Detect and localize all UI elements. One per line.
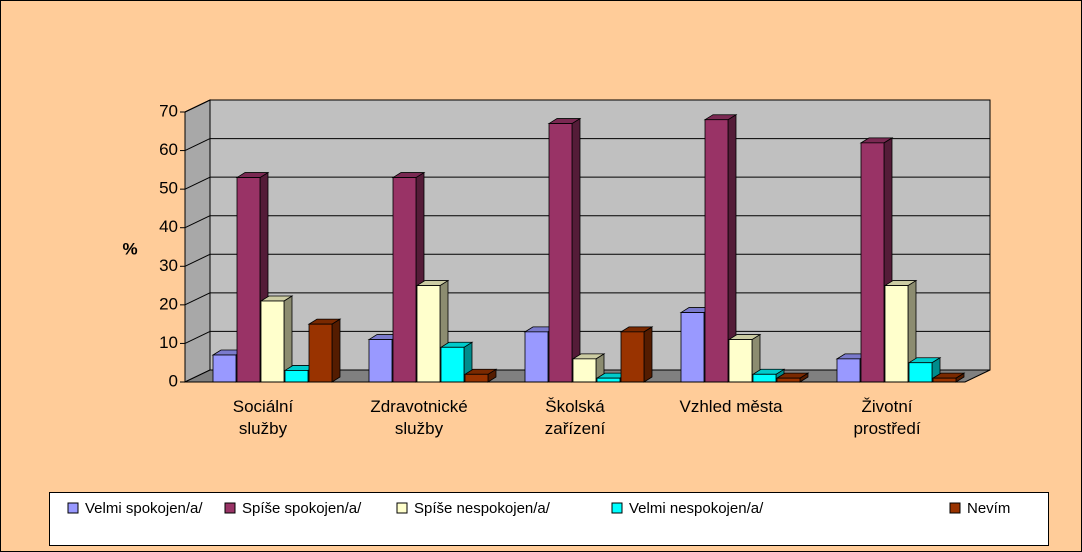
bar-front bbox=[776, 377, 801, 383]
bar bbox=[547, 117, 582, 383]
bar bbox=[727, 333, 762, 383]
bar-side bbox=[571, 117, 581, 383]
bar-front bbox=[728, 339, 753, 383]
y-tick-label: 50 bbox=[159, 179, 178, 198]
y-tick-label: 40 bbox=[159, 217, 178, 236]
legend-swatch bbox=[611, 502, 623, 514]
grid-line-side bbox=[184, 330, 211, 344]
y-tick-label: 70 bbox=[159, 101, 178, 120]
y-tick-label: 20 bbox=[159, 294, 178, 313]
bar-front bbox=[464, 373, 489, 383]
bar-front bbox=[752, 373, 777, 383]
bar-front bbox=[416, 285, 441, 383]
bar-side bbox=[643, 326, 653, 383]
bar-front bbox=[368, 339, 393, 383]
y-tick-label: 0 bbox=[169, 371, 178, 390]
legend-box bbox=[49, 492, 1049, 546]
bar-front bbox=[932, 377, 957, 383]
grid-line-side bbox=[184, 176, 211, 190]
bar-front bbox=[884, 285, 909, 383]
bar-front bbox=[260, 300, 285, 383]
x-tick-label: Zdravotnické služby bbox=[370, 397, 468, 438]
bar-front bbox=[836, 358, 861, 383]
bar-front bbox=[572, 358, 597, 383]
bar-front bbox=[680, 312, 705, 383]
y-axis-label: % bbox=[122, 239, 137, 258]
grid-line bbox=[184, 292, 990, 306]
bar-front bbox=[440, 346, 465, 383]
grid-line-side bbox=[184, 138, 211, 152]
x-tick-label: Vzhled města bbox=[679, 397, 783, 416]
bar-front bbox=[284, 370, 309, 383]
legend-label: Nevím bbox=[967, 500, 1010, 517]
y-tick-label: 10 bbox=[159, 333, 178, 352]
bar bbox=[259, 295, 294, 383]
bar-front bbox=[548, 123, 573, 383]
grid-line-side bbox=[184, 253, 211, 267]
grid-line bbox=[184, 253, 990, 267]
bar-front bbox=[308, 323, 333, 383]
bar-front bbox=[596, 377, 621, 383]
bar-front bbox=[860, 142, 885, 383]
bar-front bbox=[620, 331, 645, 383]
bar-front bbox=[236, 177, 261, 383]
grid-line bbox=[184, 176, 990, 190]
legend-label: Spíše spokojen/a/ bbox=[242, 500, 362, 517]
grid-line bbox=[184, 138, 990, 152]
bar bbox=[307, 318, 342, 383]
bar-side bbox=[331, 318, 341, 383]
y-tick-label: 30 bbox=[159, 256, 178, 275]
bar bbox=[619, 326, 654, 383]
bar-front bbox=[392, 177, 417, 383]
grid-line-side bbox=[184, 99, 211, 113]
bar-front bbox=[524, 331, 549, 383]
x-tick-label: Sociální služby bbox=[232, 397, 294, 438]
x-tick-label: Životní prostředí bbox=[853, 397, 921, 438]
bar bbox=[703, 113, 738, 383]
y-tick-label: 60 bbox=[159, 140, 178, 159]
bar bbox=[463, 368, 498, 383]
bar bbox=[391, 171, 426, 383]
legend-label: Velmi nespokojen/a/ bbox=[629, 500, 764, 517]
grid-line bbox=[184, 99, 990, 113]
grid-line-side bbox=[184, 292, 211, 306]
side-wall bbox=[184, 99, 211, 383]
bar-front bbox=[704, 119, 729, 383]
legend-label: Spíše nespokojen/a/ bbox=[414, 500, 551, 517]
legend-swatch bbox=[67, 502, 79, 514]
bar-front bbox=[908, 362, 933, 383]
legend-swatch bbox=[396, 502, 408, 514]
grid-line-side bbox=[184, 215, 211, 229]
bar bbox=[439, 341, 474, 383]
x-tick-label: Školská zařízení bbox=[544, 397, 606, 438]
bar-front bbox=[212, 354, 237, 383]
legend-swatch bbox=[949, 502, 961, 514]
legend-swatch bbox=[224, 502, 236, 514]
bar bbox=[775, 372, 810, 383]
bar bbox=[907, 356, 942, 383]
legend-label: Velmi spokojen/a/ bbox=[85, 500, 203, 517]
grid-line bbox=[184, 215, 990, 229]
